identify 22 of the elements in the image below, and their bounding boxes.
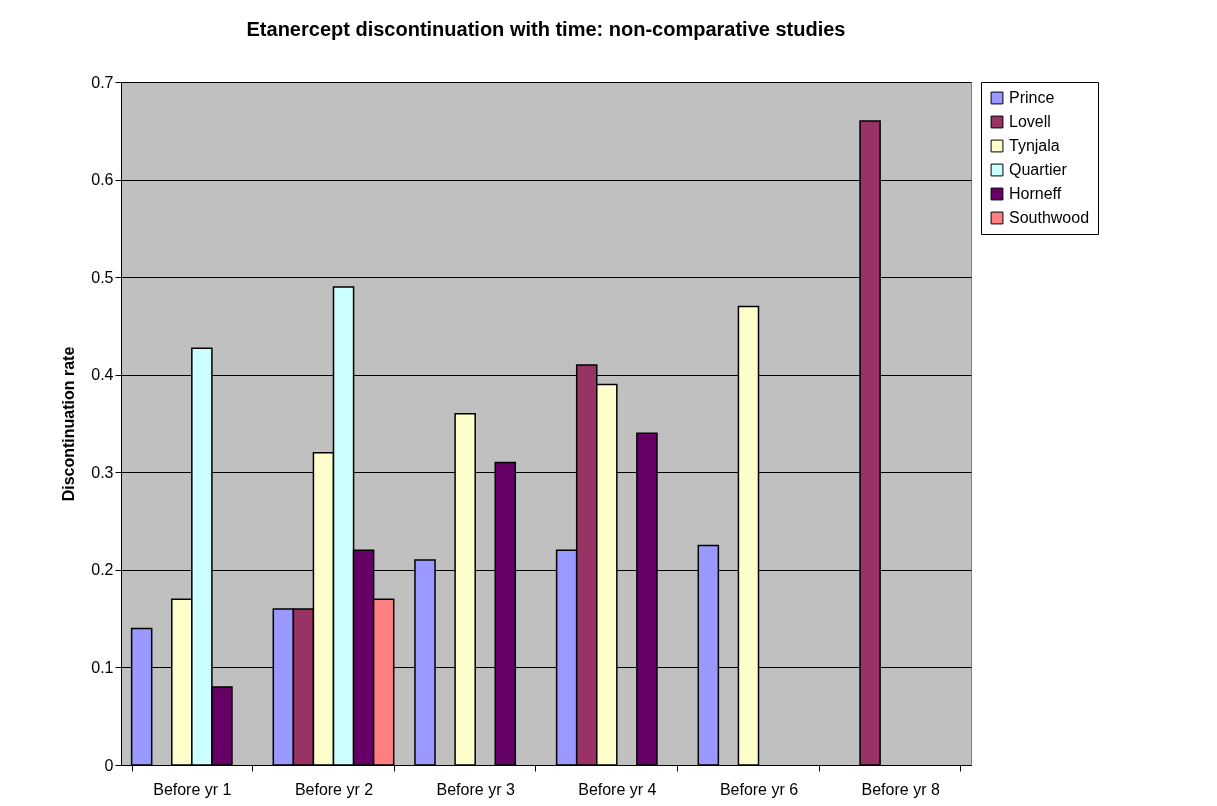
x-tick-label: Before yr 2: [294, 780, 374, 798]
x-tick-label: Before yr 4: [578, 780, 657, 798]
legend-label: Tynjala: [1009, 137, 1060, 154]
x-tick-label: Before yr 3: [436, 780, 515, 798]
y-tick-label: 0.3: [91, 463, 114, 481]
legend-label: Quartier: [1009, 161, 1068, 178]
legend-label: Horneff: [1009, 185, 1062, 202]
legend-label: Prince: [1009, 89, 1055, 106]
y-tick-label: 0.2: [91, 561, 114, 579]
y-axis-title: Discontinuation rate: [60, 346, 78, 502]
x-tick-label: Before yr 8: [861, 780, 940, 798]
legend-label: Southwood: [1009, 209, 1090, 226]
y-tick-label: 0: [104, 756, 114, 774]
y-tick-label: 0.6: [91, 171, 114, 189]
chart-title: Etanercept discontinuation with time: non-comparative studies: [246, 18, 846, 40]
y-tick-label: 0.4: [91, 366, 114, 384]
x-tick-label: Before yr 1: [153, 780, 232, 798]
y-tick-label: 0.1: [91, 658, 114, 676]
legend-label: Lovell: [1009, 113, 1051, 130]
y-tick-label: 0.7: [91, 73, 114, 91]
y-tick-label: 0.5: [91, 268, 114, 286]
x-tick-label: Before yr 6: [719, 780, 799, 798]
